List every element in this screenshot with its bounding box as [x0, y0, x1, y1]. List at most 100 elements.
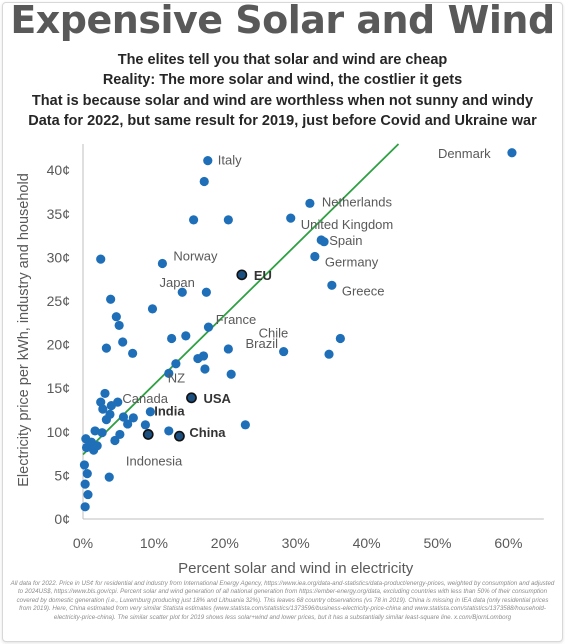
data-point-norway: [157, 258, 168, 269]
x-tick-label: 60%: [494, 535, 522, 551]
data-point: [171, 359, 181, 369]
point-label-greece: Greece: [342, 283, 385, 298]
data-point: [114, 320, 124, 331]
data-point-nz: [164, 368, 174, 378]
data-point: [167, 333, 177, 344]
point-label-united-kingdom: United Kingdom: [301, 217, 394, 232]
data-point: [98, 404, 108, 414]
data-point: [80, 479, 90, 489]
data-point-chile: [279, 346, 289, 357]
data-point: [115, 429, 125, 440]
data-point: [90, 426, 100, 436]
point-label-norway: Norway: [173, 249, 218, 264]
chart-title: Expensive Solar and Wind: [10, 0, 555, 42]
point-label-canada: Canada: [122, 391, 168, 406]
data-point: [319, 237, 329, 247]
data-point-france: [181, 331, 191, 341]
point-label-china: China: [189, 425, 226, 440]
data-point: [324, 349, 334, 359]
point-label-brazil: Brazil: [246, 336, 279, 351]
subtitle-line-2: Reality: The more solar and wind, the co…: [102, 72, 463, 88]
footnote: All data for 2022. Price in US¢ for resi…: [10, 580, 555, 621]
data-point-italy: [203, 156, 213, 166]
y-tick-label: 5¢: [54, 467, 70, 483]
data-point: [123, 419, 133, 429]
data-point: [177, 287, 187, 297]
data-point: [145, 407, 155, 417]
y-tick-label: 35¢: [47, 206, 70, 222]
data-point: [128, 413, 138, 423]
data-point: [203, 322, 214, 332]
y-tick-label: 10¢: [47, 424, 70, 440]
data-point: [113, 397, 123, 407]
subtitle-line-3: That is because solar and wind are worth…: [31, 93, 534, 109]
x-tick-label: 20%: [211, 535, 239, 551]
data-point: [226, 369, 236, 379]
x-tick-label: 40%: [353, 535, 381, 551]
y-axis-title: Electricity price per kWh, industry and …: [16, 173, 32, 487]
data-point: [140, 420, 150, 430]
data-point: [335, 333, 345, 344]
y-tick-label: 30¢: [47, 249, 70, 265]
data-point: [223, 215, 233, 225]
data-point: [81, 442, 92, 453]
point-label-italy: Italy: [218, 153, 242, 168]
data-point-netherlands: [305, 198, 315, 208]
subtitle-line-1: The elites tell you that solar and wind …: [117, 52, 448, 68]
trend-line: [82, 143, 400, 456]
data-point-denmark: [507, 148, 517, 158]
data-point-indonesia: [110, 435, 120, 446]
data-point: [80, 502, 90, 512]
point-label-usa: USA: [203, 391, 231, 406]
data-point-germany: [310, 251, 320, 262]
x-tick-label: 30%: [282, 535, 310, 551]
data-point: [128, 348, 138, 358]
point-label-france: France: [216, 312, 256, 327]
point-label-netherlands: Netherlands: [322, 194, 393, 209]
data-point: [92, 441, 102, 451]
y-tick-label: 0¢: [54, 511, 70, 527]
point-label-indonesia: Indonesia: [126, 454, 183, 469]
data-point-united-kingdom: [286, 213, 296, 223]
data-point-china: [174, 430, 185, 442]
point-label-nz: NZ: [168, 370, 185, 385]
y-tick-label: 25¢: [47, 293, 70, 309]
data-point: [201, 287, 211, 297]
point-label-chile: Chile: [259, 326, 289, 341]
data-point: [189, 215, 199, 225]
data-point: [200, 364, 210, 374]
data-point: [82, 469, 92, 479]
data-point: [83, 489, 93, 500]
point-label-japan: Japan: [159, 275, 194, 290]
x-axis-title: Percent solar and wind in electricity: [178, 560, 414, 577]
x-tick-label: 50%: [423, 535, 451, 551]
data-point-canada: [118, 412, 129, 422]
point-label-spain: Spain: [329, 233, 362, 248]
data-point: [193, 353, 203, 364]
data-point: [96, 397, 106, 407]
data-point: [106, 294, 116, 304]
data-point: [111, 312, 121, 322]
point-label-germany: Germany: [325, 255, 379, 270]
point-label-eu: EU: [254, 268, 272, 283]
y-tick-label: 40¢: [47, 162, 70, 178]
x-tick-label: 0%: [73, 535, 93, 551]
data-point: [101, 343, 111, 353]
data-point-greece: [327, 280, 337, 290]
data-point: [96, 254, 106, 264]
subtitle-line-4: Data for 2022, but same result for 2019,…: [28, 113, 537, 129]
data-point-india: [142, 429, 154, 440]
point-label-denmark: Denmark: [438, 146, 491, 161]
data-point: [164, 426, 174, 436]
data-point: [199, 176, 209, 187]
data-point: [97, 428, 107, 438]
data-point-usa: [186, 392, 197, 404]
data-point: [223, 344, 233, 354]
data-point: [118, 337, 128, 347]
y-tick-label: 15¢: [47, 380, 70, 396]
data-point: [104, 472, 114, 482]
data-point-japan: [147, 304, 158, 314]
data-point: [101, 414, 111, 425]
